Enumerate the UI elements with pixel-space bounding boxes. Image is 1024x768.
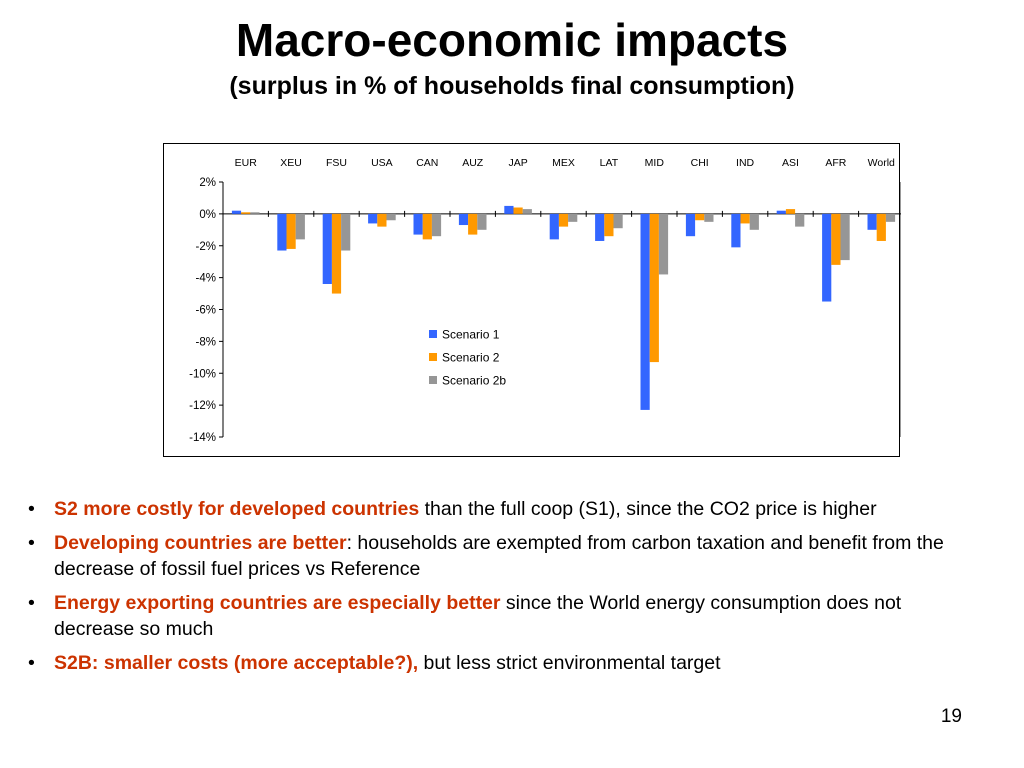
bullet-list: • S2 more costly for developed countries … [24,496,964,684]
legend-label: Scenario 1 [442,328,500,342]
bar-scenario-1 [368,213,378,224]
category-label: AFR [825,157,846,169]
y-tick-label: -10% [189,368,216,380]
legend-swatch [429,376,437,384]
category-label: USA [371,157,393,169]
bar-scenario-2b [568,213,578,222]
bar-scenario-2b [749,213,759,230]
bar-scenario-2b [250,212,260,214]
category-label: CHI [691,157,709,169]
bullet-item: • Energy exporting countries are especial… [24,590,964,642]
y-tick-label: -14% [189,432,216,444]
bar-scenario-2b [885,213,896,222]
bar-scenario-2 [695,213,705,221]
bullet-highlight: S2 more costly for developed countries [54,498,420,520]
bar-scenario-2 [331,213,342,294]
slide-subtitle: (surplus in % of households final consum… [229,72,795,100]
y-tick-label: -8% [196,336,216,348]
y-tick-label: -12% [189,400,216,412]
bar-scenario-1 [458,213,469,226]
bar-scenario-2b [386,213,396,221]
bullet-text: : households are exempted from carbon ta… [54,532,944,580]
bullet-item: • S2B: smaller costs (more acceptable?), … [24,650,964,676]
bar-scenario-2 [241,212,251,214]
category-label: MID [645,157,665,169]
bar-scenario-2 [649,213,659,363]
category-label: CAN [416,157,438,169]
bar-scenario-1 [640,213,650,410]
category-label: JAP [508,157,527,169]
page-number: 19 [940,706,962,727]
category-label: XEU [280,157,302,169]
chart-frame: 2% 0% -2% -4% -6% -8% -10% -12% -14% EUR XEU FSU USA… [163,143,901,457]
bar-scenario-2 [785,209,796,214]
bar-scenario-1 [549,213,559,240]
bar-scenario-2 [831,213,841,265]
bar-scenario-1 [413,213,423,235]
legend-label: Scenario 2b [442,374,506,388]
bar-scenario-2 [740,213,750,224]
bullet-dot: • [28,498,35,520]
bar-scenario-2b [431,213,442,237]
bar-scenario-2 [876,213,886,241]
bar-scenario-2b [522,209,532,214]
bullet-text: than the full coop (S1), since the CO2 p… [419,498,877,520]
y-tick-label: 0% [199,209,216,221]
y-tick-label: 2% [199,177,216,189]
bar-scenario-2b [477,213,487,230]
bar-scenario-1 [277,213,287,251]
bar-scenario-1 [822,213,832,302]
bar-scenario-1 [231,210,242,214]
bar-scenario-1 [504,205,514,214]
bullet-text: but less strict environmental target [418,652,721,674]
bullet-item: • Developing countries are better: househ… [24,530,964,582]
category-label: FSU [326,157,347,169]
bar-scenario-2b [704,213,714,222]
bar-scenario-2b [341,213,351,251]
bullet-dot: • [28,592,35,614]
bullet-text: since the World energy consumption does … [54,592,902,640]
bar-scenario-2b [795,213,805,227]
bar-scenario-1 [776,210,786,214]
bar-scenario-2 [468,213,478,235]
bar-scenario-1 [867,213,877,230]
bar-scenario-2b [840,213,850,261]
bar-scenario-2b [295,213,305,240]
bullet-dot: • [28,532,35,554]
bar-chart: 2% 0% -2% -4% -6% -8% -10% -12% -14% EUR XEU FSU USA… [189,157,901,444]
bar-scenario-1 [731,213,741,248]
bar-scenario-2 [286,213,296,249]
category-label: ASI [782,157,799,169]
y-tick-label: -2% [196,241,216,253]
category-label: IND [736,157,755,169]
bar-scenario-2 [377,213,387,227]
category-label: EUR [235,157,258,169]
category-label: AUZ [462,157,484,169]
legend-label: Scenario 2 [442,351,500,365]
category-label: MEX [552,157,575,169]
bar-scenario-1 [322,213,332,284]
y-tick-label: -4% [196,273,216,285]
bullet-highlight: Energy exporting countries are especiall… [54,592,501,614]
bar-scenario-2 [558,213,569,227]
y-tick-label: -6% [196,305,216,317]
bar-scenario-1 [685,213,696,237]
legend-swatch [429,353,437,361]
bar-scenario-1 [595,213,605,241]
bar-scenario-2b [613,213,623,229]
bar-scenario-2 [422,213,432,240]
bar-scenario-2 [604,213,614,237]
bar-scenario-2b [658,213,669,275]
bar-scenario-2 [513,207,523,214]
bullet-dot: • [28,652,35,674]
bullet-highlight: S2B: smaller costs (more acceptable?), [54,652,419,674]
category-label: World [868,157,895,169]
bullet-item: • S2 more costly for developed countries … [24,496,964,522]
slide-title: Macro-economic impacts [235,14,789,66]
bullet-highlight: Developing countries are better [54,532,347,554]
legend-swatch [429,330,437,338]
category-label: LAT [600,157,619,169]
